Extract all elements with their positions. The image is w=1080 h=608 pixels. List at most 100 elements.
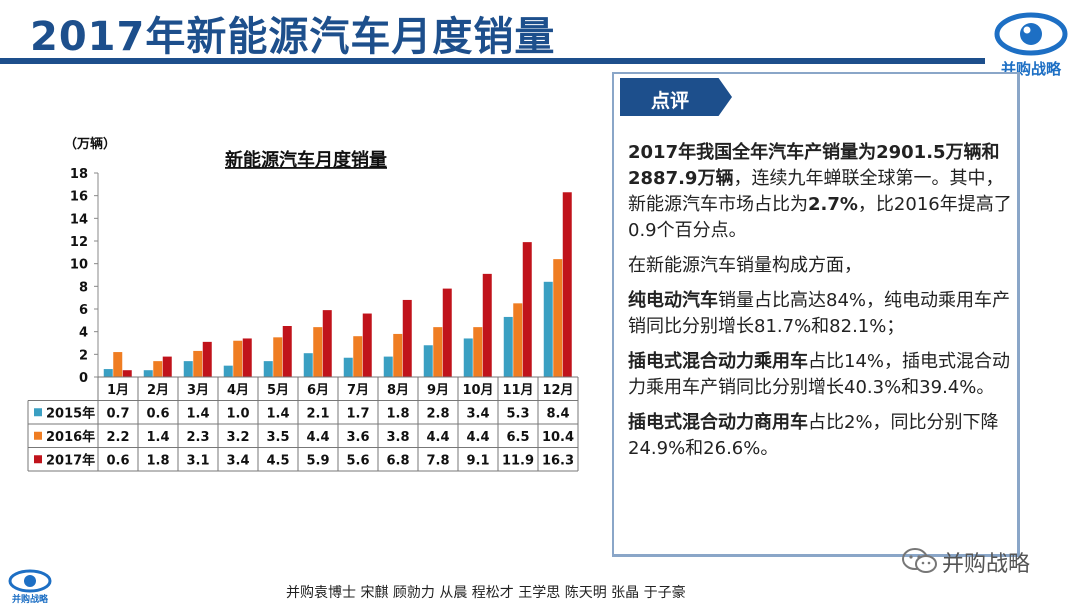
legend-swatch: [34, 455, 42, 464]
bar-2-4: [282, 326, 292, 377]
data-label: 4.5: [266, 453, 289, 468]
data-label: 3.2: [226, 430, 249, 445]
legend-label: 2015年: [46, 405, 95, 421]
data-label: 1.4: [186, 406, 209, 421]
x-tick-label: 8月: [387, 383, 409, 398]
x-tick-label: 10月: [462, 383, 493, 398]
bar-0-4: [263, 361, 273, 377]
data-label: 1.8: [386, 406, 409, 421]
y-axis: 0 2 4 6 8 10 12 14 16 18: [70, 167, 99, 386]
bar-1-1: [153, 361, 163, 377]
data-label: 3.1: [186, 453, 209, 468]
title-rule: [0, 58, 985, 64]
data-table: 1月 2月 3月 4月 5月 6月 7月 8月 9月 10月 11月 12月 2015年 0.7 0.6 1.…: [27, 376, 579, 472]
para-1-text-2: ，比2016年提高了0.9个百分点。: [628, 194, 1012, 241]
data-label: 4.4: [426, 430, 449, 445]
chart-title: 新能源汽车月度销量: [225, 149, 387, 171]
x-tick-label: 6月: [307, 383, 329, 398]
data-label: 1.8: [146, 453, 169, 468]
para-5-bold: 插电式混合动力商用车: [628, 412, 808, 433]
y-tick-label: 2: [79, 348, 88, 363]
unit-label: （万辆）: [64, 136, 116, 152]
bar-0-0: [103, 369, 113, 377]
legend-label: 2017年: [46, 452, 95, 468]
eye-icon: [8, 569, 52, 593]
x-tick-label: 7月: [347, 383, 369, 398]
data-label: 3.4: [226, 453, 249, 468]
page-title: 2017年新能源汽车月度销量: [30, 14, 556, 60]
data-label: 1.4: [266, 406, 289, 421]
data-label: 11.9: [502, 453, 534, 468]
bar-2-2: [202, 341, 212, 377]
para-4: 插电式混合动力乘用车占比14%，插电式混合动力乘用车产销同比分别增长40.3%和…: [628, 349, 1014, 401]
bar-2-10: [522, 242, 532, 377]
watermark-text: 并购战略: [942, 552, 1031, 577]
data-label: 7.8: [426, 453, 449, 468]
footer-logo-text: 并购战略: [11, 595, 48, 605]
data-label: 16.3: [542, 453, 574, 468]
data-label: 0.6: [146, 406, 169, 421]
sales-chart: （万辆） 新能源汽车月度销量 0 2 4 6 8 10 12 14 16 18 1月 2月 3月 4月 5…: [27, 136, 579, 472]
para-3-text: 销量占比高达84%，纯电动乘用车产销同比分别增长81.7%和82.1%；: [628, 290, 1011, 337]
para-3: 纯电动汽车销量占比高达84%，纯电动乘用车产销同比分别增长81.7%和82.1%…: [628, 288, 1014, 340]
data-label: 10.4: [542, 430, 574, 445]
data-label: 2.3: [186, 430, 209, 445]
data-label: 1.4: [146, 430, 169, 445]
bar-0-8: [423, 345, 433, 377]
x-tick-label: 9月: [427, 383, 449, 398]
para-5-text: 占比2%，同比分别下降24.9%和26.6%。: [628, 412, 999, 459]
bars: [103, 192, 572, 377]
bar-0-10: [503, 316, 513, 377]
bar-0-7: [383, 356, 393, 377]
eye-icon: [994, 12, 1068, 56]
bar-0-5: [303, 353, 313, 377]
commentary-tab-label: 点评: [650, 90, 689, 112]
data-label: 1.0: [226, 406, 249, 421]
data-label: 4.4: [306, 430, 329, 445]
bar-1-5: [313, 327, 323, 377]
data-label: 2.1: [306, 406, 329, 421]
data-label: 3.5: [266, 430, 289, 445]
data-label: 6.5: [506, 430, 529, 445]
bar-2-5: [322, 310, 332, 377]
x-tick-label: 2月: [147, 383, 169, 398]
y-tick-label: 0: [79, 371, 88, 386]
para-5: 插电式混合动力商用车占比2%，同比分别下降24.9%和26.6%。: [628, 410, 1014, 462]
data-label: 9.1: [466, 453, 489, 468]
bar-1-6: [353, 336, 363, 377]
para-4-bold: 插电式混合动力乘用车: [628, 351, 808, 372]
x-tick-label: 1月: [107, 383, 129, 398]
y-tick-label: 14: [70, 212, 88, 227]
commentary-tab: 点评: [620, 78, 732, 116]
bar-2-3: [242, 338, 252, 377]
footer-logo: 并购战略: [4, 568, 56, 606]
commentary-panel: 点评 2017年我国全年汽车产销量为2901.5万辆和2887.9万辆，连续九年…: [612, 72, 1020, 557]
para-4-text: 占比14%，插电式混合动力乘用车产销同比分别增长40.3%和39.4%。: [628, 351, 1011, 398]
data-label: 3.6: [346, 430, 369, 445]
bar-1-7: [393, 333, 403, 377]
y-tick-label: 8: [79, 280, 88, 295]
bar-2-6: [362, 313, 372, 377]
bar-2-11: [562, 192, 572, 377]
bar-0-3: [223, 365, 233, 377]
data-label: 3.8: [386, 430, 409, 445]
para-1-text: ，连续九年蝉联全球第一。其中，新能源汽车市场占比为: [628, 168, 1004, 215]
x-tick-label: 12月: [542, 383, 573, 398]
data-label: 2.8: [426, 406, 449, 421]
bar-1-8: [433, 327, 443, 377]
bar-0-6: [343, 357, 353, 377]
data-label: 0.7: [106, 406, 129, 421]
legend-swatch: [34, 431, 42, 440]
y-tick-label: 4: [79, 326, 88, 341]
bar-0-1: [143, 370, 153, 377]
bar-1-3: [233, 340, 243, 377]
bar-0-2: [183, 361, 193, 377]
x-tick-label: 5月: [267, 383, 289, 398]
bar-1-9: [473, 327, 483, 377]
para-1-bold: 2017年我国全年汽车产销量为2901.5万辆和2887.9万辆: [628, 142, 1000, 189]
data-label: 3.4: [466, 406, 489, 421]
data-label: 5.6: [346, 453, 369, 468]
bar-0-9: [463, 338, 473, 377]
data-label: 8.4: [546, 406, 569, 421]
data-label: 5.9: [306, 453, 329, 468]
